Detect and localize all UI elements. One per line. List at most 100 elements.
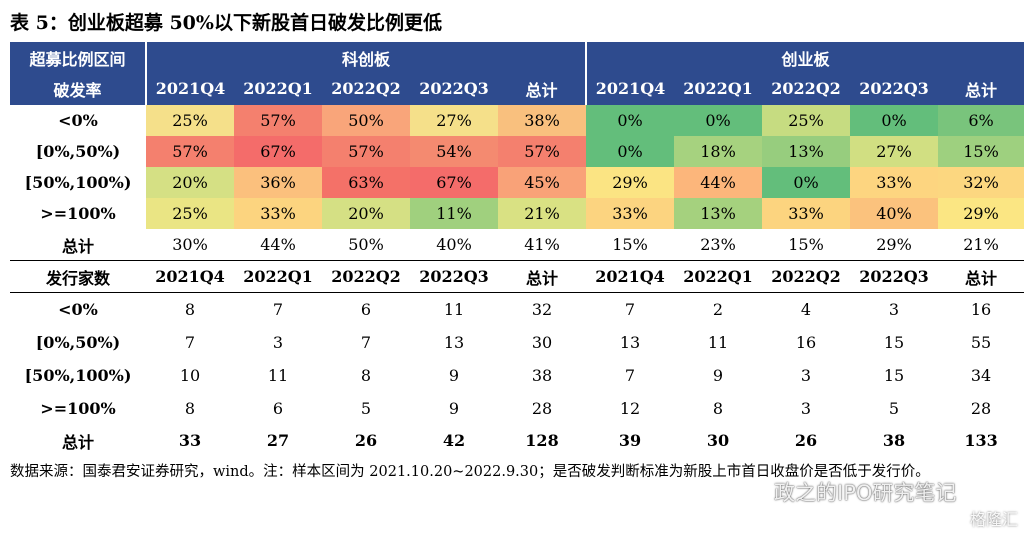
col-header: 2022Q1 [234, 73, 322, 105]
col-header: 2022Q3 [850, 260, 939, 293]
row-label: [50%,100%) [24, 366, 132, 385]
count-cell: 30 [531, 333, 553, 352]
row-label: 总计 [61, 432, 94, 452]
watermark: 政之的IPO研究笔记 [738, 474, 956, 510]
row-label: [50%,100%) [24, 173, 132, 192]
total-cell: 26 [794, 431, 818, 450]
count-total-body: 总计 33 27 26 42 128 39 30 26 38 133 [10, 425, 1024, 456]
count-cell: 5 [888, 399, 900, 418]
heat-cell: 18% [674, 136, 763, 167]
corner-label-range: 超募比例区间 [10, 42, 147, 73]
pct-row: >=100% 25% 33% 20% 11% 21% 33% 13% 33% 40% 29% [10, 198, 1025, 229]
heat-cell: 57% [234, 104, 322, 136]
total-cell: 15% [788, 235, 824, 254]
heat-cell: 44% [674, 167, 763, 198]
heat-cell: 27% [850, 136, 939, 167]
heat-cell: 15% [938, 136, 1025, 167]
heat-cell: 33% [586, 198, 675, 229]
heat-cell: 33% [762, 198, 851, 229]
col-header: 2022Q2 [762, 73, 851, 105]
count-cell: 3 [800, 399, 812, 418]
total-cell: 41% [524, 235, 560, 254]
wechat-icon [739, 481, 767, 502]
heat-cell: 25% [762, 104, 851, 136]
col-header: 2022Q2 [762, 260, 851, 293]
count-row: [50%,100%) 10 11 8 9 38 7 9 3 15 34 [10, 359, 1024, 392]
total-cell: 50% [348, 235, 384, 254]
row-label: [0%,50%) [35, 142, 121, 161]
heat-cell: 33% [234, 198, 322, 229]
count-cell: 15 [883, 366, 905, 385]
count-cell: 8 [184, 399, 196, 418]
count-body: <0% 8 7 6 11 32 7 2 4 3 16 [0%,50%) 7 3 7 13 30 13 11 16 15 5… [10, 293, 1024, 426]
count-cell: 16 [795, 333, 817, 352]
heat-cell: 40% [850, 198, 939, 229]
col-header: 总计 [498, 260, 587, 293]
col-header: 2021Q4 [146, 73, 234, 105]
heat-cell: 57% [322, 136, 410, 167]
heat-cell: 11% [410, 198, 498, 229]
count-cell: 28 [970, 399, 992, 418]
count-cell: 4 [800, 300, 812, 319]
heat-cell: 38% [498, 104, 587, 136]
col-header: 2021Q4 [585, 73, 675, 105]
total-cell: 39 [618, 431, 642, 450]
heat-cell: 0% [674, 104, 763, 136]
count-cell: 9 [448, 399, 460, 418]
pct-total-body: 总计 30% 44% 50% 40% 41% 15% 23% 15% 29% 2… [10, 229, 1025, 293]
count-row: <0% 8 7 6 11 32 7 2 4 3 16 [10, 293, 1024, 327]
heat-cell: 27% [410, 104, 498, 136]
count-cell: 7 [624, 366, 636, 385]
col-header: 2022Q3 [410, 73, 498, 105]
count-cell: 28 [531, 399, 553, 418]
count-cell: 7 [360, 333, 372, 352]
total-cell: 40% [436, 235, 472, 254]
total-cell: 23% [700, 235, 736, 254]
count-cell: 10 [179, 366, 201, 385]
count-cell: 34 [970, 366, 992, 385]
heat-cell: 0% [850, 104, 939, 136]
count-cell: 9 [448, 366, 460, 385]
col-header: 总计 [938, 260, 1025, 293]
count-total-row: 总计 33 27 26 42 128 39 30 26 38 133 [10, 425, 1024, 456]
heat-cell: 54% [410, 136, 498, 167]
count-cell: 12 [619, 399, 641, 418]
corner-label-rate: 破发率 [10, 73, 147, 105]
count-cell: 13 [443, 333, 465, 352]
watermark-text: 政之的IPO研究笔记 [774, 481, 957, 505]
header-row-quarters: 破发率 2021Q4 2022Q1 2022Q2 2022Q3 总计 2021Q… [10, 73, 1025, 105]
col-header: 2022Q3 [410, 260, 498, 293]
total-cell: 128 [525, 431, 559, 450]
count-cell: 16 [970, 300, 992, 319]
heat-cell: 25% [146, 198, 234, 229]
count-cell: 8 [360, 366, 372, 385]
col-header: 2022Q1 [674, 73, 763, 105]
count-cell: 9 [712, 366, 724, 385]
heat-cell: 0% [586, 104, 675, 136]
pct-body: <0% 25% 57% 50% 27% 38% 0% 0% 25% 0% 6% [0%,50%) 57%… [10, 104, 1025, 229]
heat-cell: 33% [850, 167, 939, 198]
heat-cell: 32% [938, 167, 1025, 198]
header-row-boards: 超募比例区间 科创板 创业板 [10, 42, 1025, 73]
heat-cell: 63% [322, 167, 410, 198]
table-title: 表 5：创业板超募 50%以下新股首日破发比例更低 [10, 12, 442, 34]
heat-cell: 21% [498, 198, 587, 229]
count-header-row: 发行家数 2021Q4 2022Q1 2022Q2 2022Q3 总计 2021… [10, 260, 1025, 293]
row-label: <0% [58, 111, 98, 130]
count-cell: 15 [883, 333, 905, 352]
count-cell: 2 [712, 300, 724, 319]
heat-cell: 20% [322, 198, 410, 229]
row-label: [0%,50%) [35, 333, 121, 352]
heat-cell: 50% [322, 104, 410, 136]
heat-cell: 36% [234, 167, 322, 198]
heat-cell: 25% [146, 104, 234, 136]
heat-cell: 13% [762, 136, 851, 167]
col-header: 总计 [498, 73, 587, 105]
col-header: 2022Q2 [322, 73, 410, 105]
heat-cell: 67% [410, 167, 498, 198]
total-cell: 15% [612, 235, 648, 254]
board-header-star: 科创板 [146, 42, 587, 73]
count-row: [0%,50%) 7 3 7 13 30 13 11 16 15 55 [10, 326, 1024, 359]
heat-cell: 13% [674, 198, 763, 229]
watermark-2: 格隆汇 [950, 505, 1018, 531]
